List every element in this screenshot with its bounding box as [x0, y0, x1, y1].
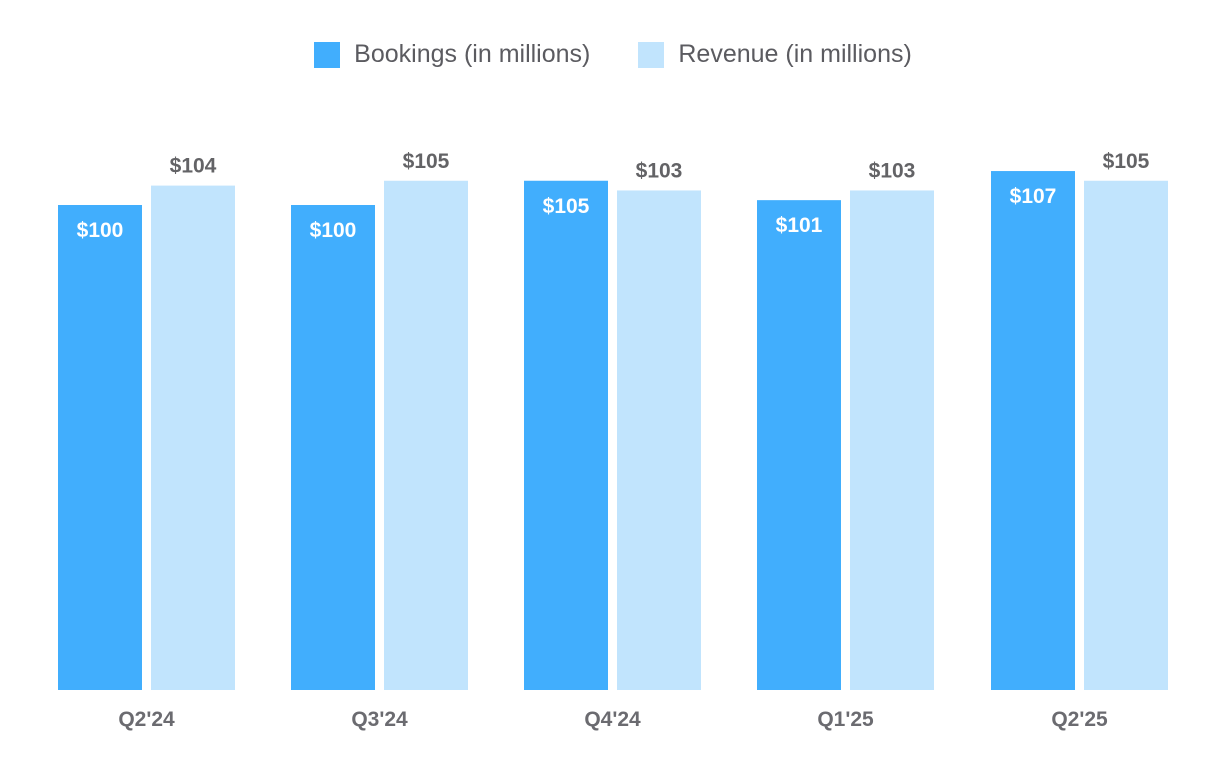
- bar-bookings-1: [291, 205, 375, 690]
- legend-item-bookings: Bookings (in millions): [314, 40, 590, 69]
- bar-bookings-2: [524, 180, 608, 690]
- legend: Bookings (in millions) Revenue (in milli…: [0, 40, 1226, 69]
- bar-revenue-2: [617, 190, 701, 690]
- value-label-bookings-3: $101: [776, 214, 823, 237]
- bar-revenue-0: [151, 185, 235, 690]
- bar-bookings-3: [757, 200, 841, 690]
- legend-swatch-bookings: [314, 41, 341, 68]
- legend-swatch-revenue: [638, 41, 665, 68]
- value-label-revenue-4: $105: [1103, 150, 1150, 173]
- value-label-revenue-1: $105: [403, 150, 450, 173]
- bar-bookings-4: [991, 171, 1075, 691]
- legend-label-bookings: Bookings (in millions): [354, 40, 591, 68]
- value-label-bookings-0: $100: [77, 219, 124, 242]
- x-tick-label-3: Q1'25: [817, 708, 874, 731]
- value-label-revenue-3: $103: [869, 159, 916, 182]
- value-label-bookings-4: $107: [1010, 185, 1057, 208]
- value-label-bookings-2: $105: [543, 195, 590, 218]
- x-tick-label-4: Q2'25: [1051, 708, 1108, 731]
- bar-revenue-1: [384, 180, 468, 690]
- bar-bookings-0: [58, 205, 142, 690]
- value-label-revenue-2: $103: [636, 159, 683, 182]
- x-tick-label-2: Q4'24: [584, 708, 641, 731]
- x-tick-label-1: Q3'24: [351, 708, 408, 731]
- legend-label-revenue: Revenue (in millions): [678, 40, 912, 68]
- value-label-revenue-0: $104: [170, 155, 217, 178]
- bar-revenue-3: [850, 190, 934, 690]
- value-label-bookings-1: $100: [310, 219, 357, 242]
- bar-revenue-4: [1084, 180, 1168, 690]
- legend-item-revenue: Revenue (in millions): [638, 40, 912, 69]
- x-tick-label-0: Q2'24: [118, 708, 175, 731]
